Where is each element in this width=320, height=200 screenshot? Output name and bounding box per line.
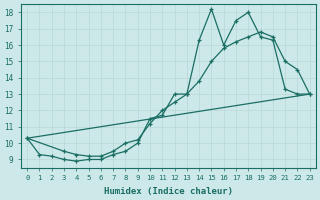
X-axis label: Humidex (Indice chaleur): Humidex (Indice chaleur) [104, 187, 233, 196]
